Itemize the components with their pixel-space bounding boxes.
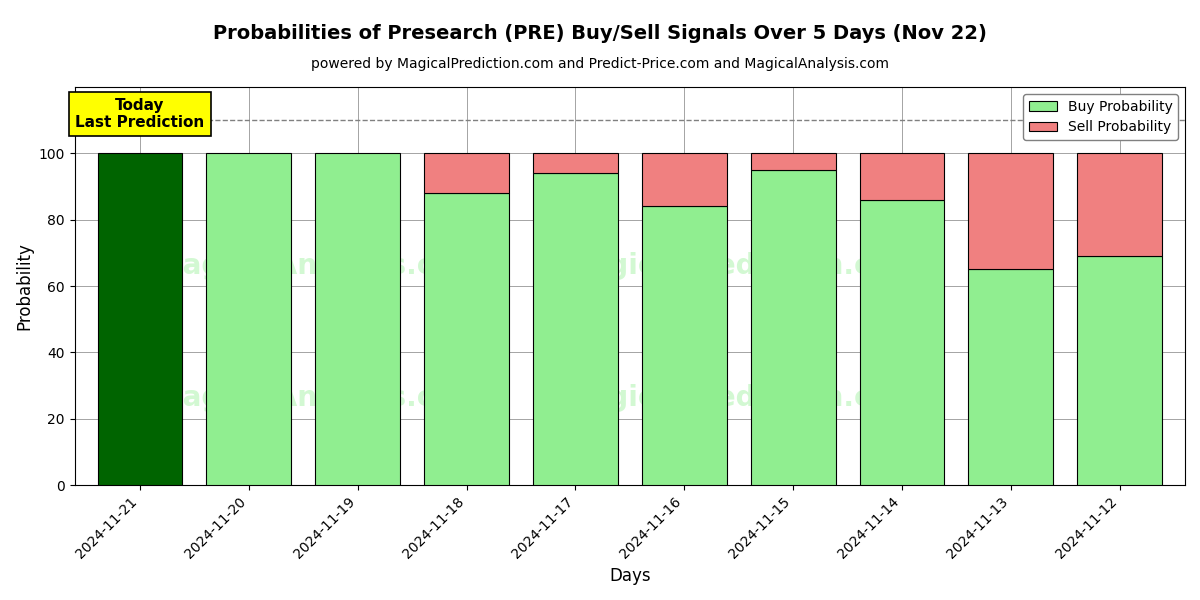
Bar <box>316 154 400 485</box>
Bar <box>859 154 944 200</box>
Bar <box>859 200 944 485</box>
Bar <box>751 154 835 170</box>
Bar <box>533 173 618 485</box>
Bar <box>642 154 727 206</box>
Bar <box>97 154 182 485</box>
Text: MagicalPrediction.com: MagicalPrediction.com <box>563 252 919 280</box>
Bar <box>642 206 727 485</box>
Bar <box>533 154 618 173</box>
Bar <box>1078 256 1162 485</box>
Text: powered by MagicalPrediction.com and Predict-Price.com and MagicalAnalysis.com: powered by MagicalPrediction.com and Pre… <box>311 57 889 71</box>
Text: MagicalAnalysis.com: MagicalAnalysis.com <box>156 383 482 412</box>
Bar <box>424 154 509 193</box>
Text: MagicalAnalysis.com: MagicalAnalysis.com <box>156 252 482 280</box>
Legend: Buy Probability, Sell Probability: Buy Probability, Sell Probability <box>1024 94 1178 140</box>
Bar <box>968 269 1054 485</box>
X-axis label: Days: Days <box>610 567 650 585</box>
Bar <box>206 154 292 485</box>
Bar <box>751 170 835 485</box>
Text: MagicalPrediction.com: MagicalPrediction.com <box>563 383 919 412</box>
Bar <box>968 154 1054 269</box>
Bar <box>424 193 509 485</box>
Text: Probabilities of Presearch (PRE) Buy/Sell Signals Over 5 Days (Nov 22): Probabilities of Presearch (PRE) Buy/Sel… <box>214 24 986 43</box>
Text: Today
Last Prediction: Today Last Prediction <box>76 98 204 130</box>
Y-axis label: Probability: Probability <box>16 242 34 330</box>
Bar <box>1078 154 1162 256</box>
